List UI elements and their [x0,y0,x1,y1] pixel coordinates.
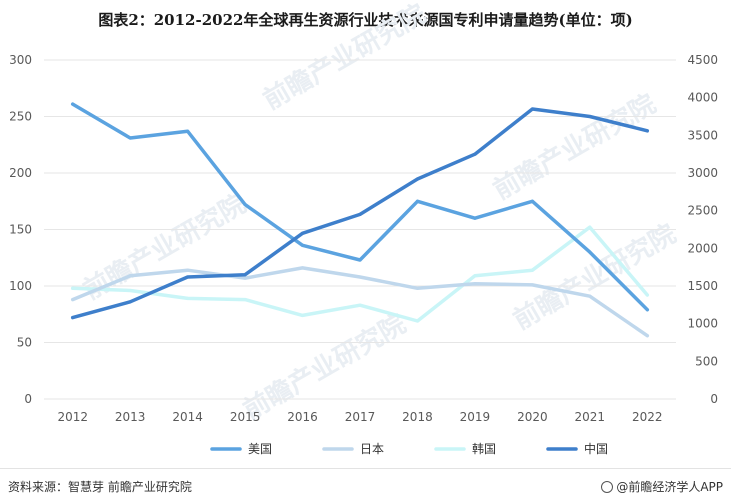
data-point [358,258,362,262]
data-point [588,294,592,298]
data-point [301,313,305,317]
data-point [473,274,477,278]
chart-title: 图表2：2012-2022年全球再生资源行业技术来源国专利申请量趋势(单位：项) [98,11,633,29]
right-tick-label: 3500 [687,128,718,142]
data-point [301,243,305,247]
data-point [588,250,592,254]
right-tick-label: 500 [695,354,718,368]
data-point [415,177,419,181]
legend-label: 美国 [248,442,272,456]
data-point [71,102,75,106]
right-tick-label: 4000 [687,91,718,105]
data-point [415,319,419,323]
legend: 美国 日本 韩国 中国 [210,441,608,456]
data-point [530,268,534,272]
right-tick-label: 0 [710,392,718,406]
data-point [473,282,477,286]
x-tick-label: 2022 [632,410,663,424]
right-tick-label: 4500 [687,53,718,67]
legend-label: 韩国 [472,441,496,456]
data-point [243,203,247,207]
x-tick-label: 2021 [575,410,606,424]
data-point [186,275,190,279]
data-point [645,308,649,312]
data-point [588,225,592,229]
data-point [186,129,190,133]
data-point [530,107,534,111]
data-point [71,298,75,302]
data-point [473,216,477,220]
data-point [530,199,534,203]
right-tick-label: 1500 [687,279,718,293]
data-point [301,231,305,235]
data-point [128,289,132,293]
data-point [128,136,132,140]
x-tick-label: 2019 [460,410,491,424]
data-point [358,275,362,279]
x-tick-label: 2014 [172,410,203,424]
footer-divider [0,468,731,469]
watermark-text: 前瞻产业研究院 [238,308,411,426]
x-tick-label: 2016 [287,410,318,424]
data-point [243,298,247,302]
data-point [243,273,247,277]
watermark-text: 前瞻产业研究院 [488,88,661,206]
x-axis: 2012 2013 2014 2015 2016 2017 2018 2019 2020 2021… [57,410,662,424]
x-tick-label: 2020 [517,410,548,424]
data-point [358,212,362,216]
data-point [530,283,534,287]
left-tick-label: 300 [9,53,32,67]
left-tick-label: 50 [17,336,32,350]
data-point [243,276,247,280]
x-tick-label: 2013 [115,410,146,424]
left-axis: 0 50 100 150 200 250 300 [9,53,32,406]
x-tick-label: 2017 [345,410,376,424]
data-point [358,303,362,307]
right-axis: 0 500 1000 1500 2000 2500 3000 3500 4000 4500 [687,53,718,406]
x-tick-label: 2018 [402,410,433,424]
data-point [301,266,305,270]
right-tick-label: 2000 [687,241,718,255]
data-point [645,129,649,133]
right-tick-label: 3000 [687,166,718,180]
watermark-text: 前瞻产业研究院 [258,0,431,116]
data-point [415,199,419,203]
data-point [71,286,75,290]
brand-note: @前瞻经济学人APP [601,478,723,495]
data-point [645,334,649,338]
data-point [128,274,132,278]
data-point [71,316,75,320]
data-point [415,286,419,290]
legend-label: 中国 [584,441,608,456]
left-tick-label: 250 [9,110,32,124]
data-point [186,268,190,272]
data-point [186,296,190,300]
data-point [588,115,592,118]
source-note: 资料来源：智慧芽 前瞻产业研究院 [8,480,192,494]
x-tick-label: 2012 [57,410,88,424]
brand-text: @前瞻经济学人APP [616,480,723,494]
data-point [128,300,132,304]
right-tick-label: 2500 [687,204,718,218]
watermark-text: 前瞻产业研究院 [508,218,681,336]
left-tick-label: 100 [9,279,32,293]
series-lines [70,102,650,338]
right-tick-label: 1000 [687,317,718,331]
grid-lines [44,59,676,400]
left-tick-label: 150 [9,223,32,237]
left-tick-label: 200 [9,166,32,180]
data-point [473,152,477,156]
data-point [645,293,649,297]
brand-logo-icon [601,481,614,493]
left-tick-label: 0 [24,392,32,406]
x-tick-label: 2015 [230,410,261,424]
legend-label: 日本 [360,442,384,456]
